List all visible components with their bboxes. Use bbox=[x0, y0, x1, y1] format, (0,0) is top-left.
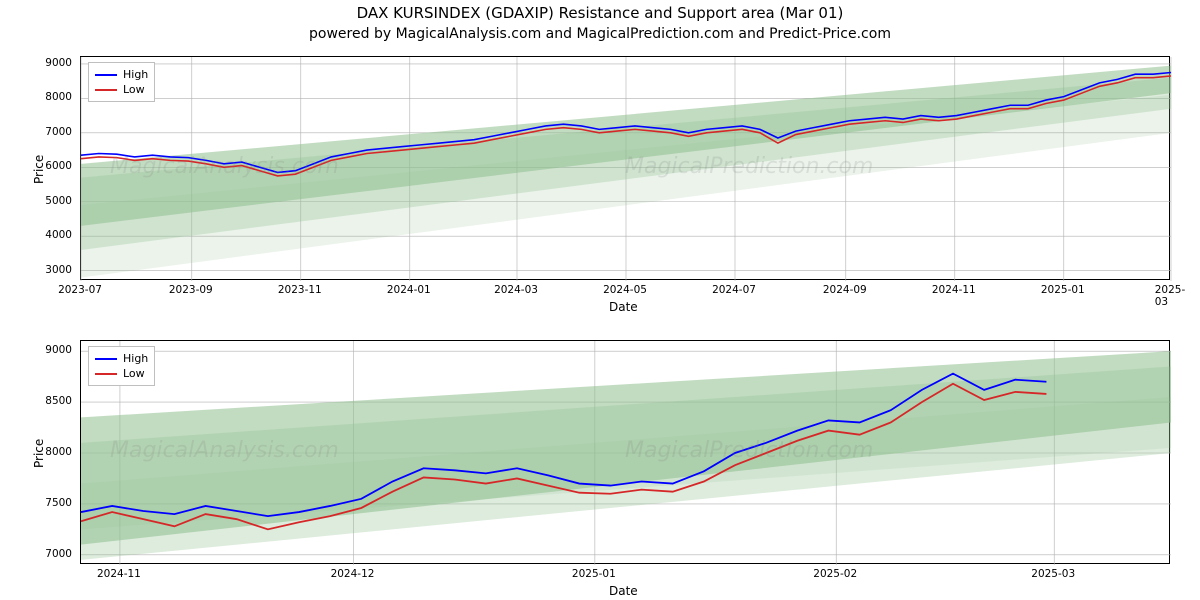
xtick-label: 2023-09 bbox=[169, 284, 213, 296]
xtick-label: 2025-03 bbox=[1031, 568, 1075, 580]
xtick-label: 2024-11 bbox=[932, 284, 976, 296]
bottom-xlabel: Date bbox=[609, 584, 638, 598]
legend-label: Low bbox=[123, 367, 145, 380]
xtick-label: 2024-01 bbox=[387, 284, 431, 296]
ytick-label: 9000 bbox=[32, 344, 72, 356]
ytick-label: 6000 bbox=[32, 160, 72, 172]
xtick-label: 2024-05 bbox=[603, 284, 647, 296]
legend-label: High bbox=[123, 352, 148, 365]
legend-swatch bbox=[95, 89, 117, 91]
ytick-label: 7000 bbox=[32, 548, 72, 560]
xtick-label: 2025-01 bbox=[572, 568, 616, 580]
bottom-chart-panel bbox=[80, 340, 1170, 564]
ytick-label: 3000 bbox=[32, 264, 72, 276]
ytick-label: 5000 bbox=[32, 195, 72, 207]
ytick-label: 7000 bbox=[32, 126, 72, 138]
ytick-label: 8000 bbox=[32, 446, 72, 458]
chart-title: DAX KURSINDEX (GDAXIP) Resistance and Su… bbox=[0, 4, 1200, 22]
legend-swatch bbox=[95, 373, 117, 375]
chart-subtitle: powered by MagicalAnalysis.com and Magic… bbox=[0, 26, 1200, 42]
ytick-label: 7500 bbox=[32, 497, 72, 509]
figure: DAX KURSINDEX (GDAXIP) Resistance and Su… bbox=[0, 0, 1200, 600]
xtick-label: 2023-11 bbox=[278, 284, 322, 296]
plot-svg bbox=[81, 57, 1171, 281]
xtick-label: 2024-11 bbox=[97, 568, 141, 580]
xtick-label: 2024-03 bbox=[494, 284, 538, 296]
xtick-label: 2024-07 bbox=[712, 284, 756, 296]
xtick-label: 2025-01 bbox=[1041, 284, 1085, 296]
ytick-label: 9000 bbox=[32, 57, 72, 69]
legend-label: Low bbox=[123, 83, 145, 96]
ytick-label: 4000 bbox=[32, 229, 72, 241]
legend-item: Low bbox=[95, 366, 148, 381]
plot-svg bbox=[81, 341, 1171, 565]
legend-label: High bbox=[123, 68, 148, 81]
ytick-label: 8000 bbox=[32, 91, 72, 103]
top-legend: High Low bbox=[88, 62, 155, 102]
top-xlabel: Date bbox=[609, 300, 638, 314]
top-chart-panel bbox=[80, 56, 1170, 280]
xtick-label: 2025-02 bbox=[813, 568, 857, 580]
xtick-label: 2024-09 bbox=[823, 284, 867, 296]
xtick-label: 2024-12 bbox=[331, 568, 375, 580]
ytick-label: 8500 bbox=[32, 395, 72, 407]
xtick-label: 2025-03 bbox=[1155, 284, 1186, 308]
legend-item: High bbox=[95, 67, 148, 82]
bottom-legend: High Low bbox=[88, 346, 155, 386]
xtick-label: 2023-07 bbox=[58, 284, 102, 296]
legend-swatch bbox=[95, 358, 117, 360]
legend-item: Low bbox=[95, 82, 148, 97]
legend-item: High bbox=[95, 351, 148, 366]
legend-swatch bbox=[95, 74, 117, 76]
